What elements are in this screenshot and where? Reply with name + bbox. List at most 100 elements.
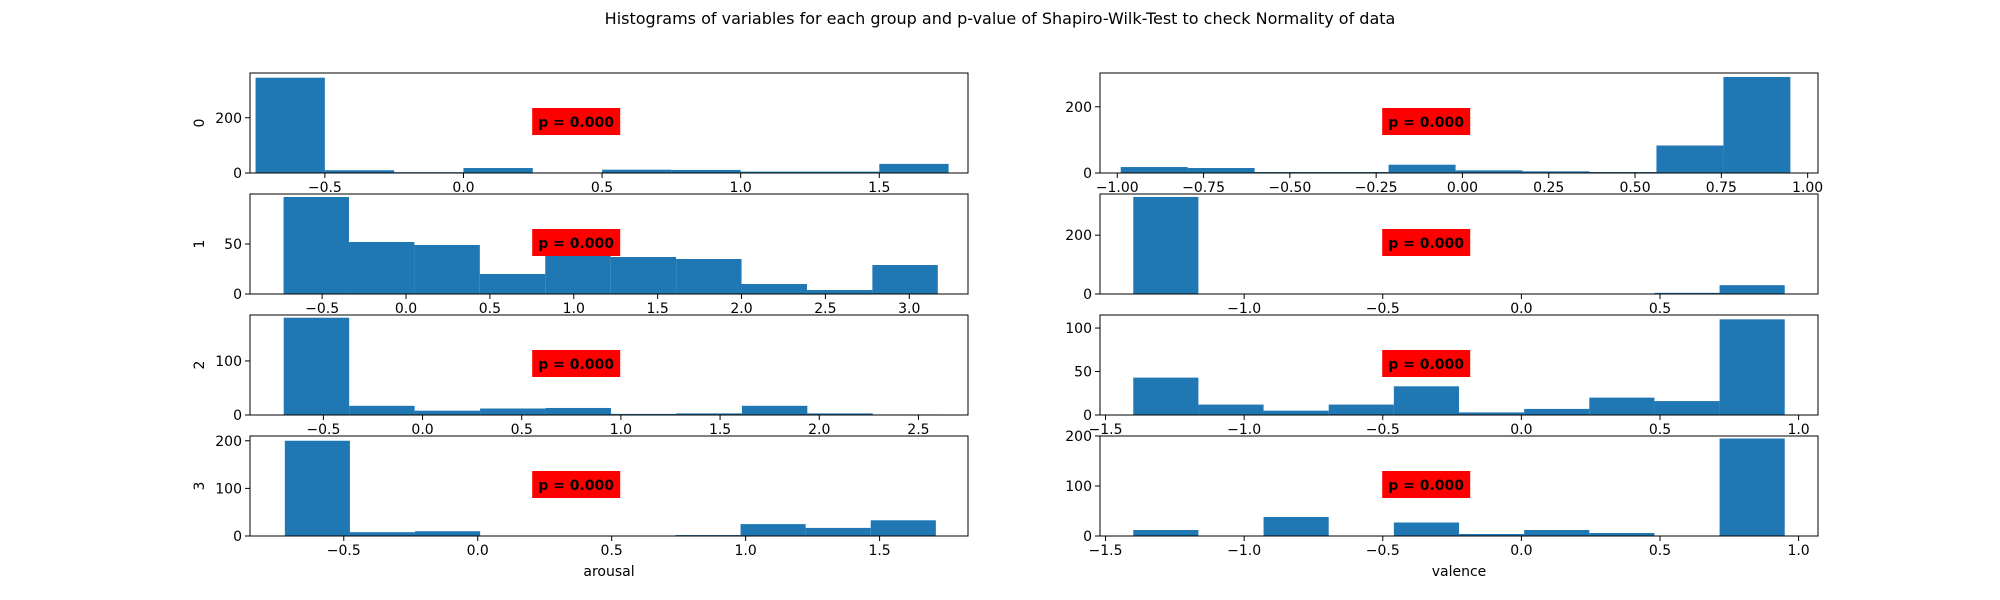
- histogram-bar: [545, 407, 611, 415]
- histogram-bar: [740, 171, 810, 173]
- p-value-text: p = 0.000: [1388, 357, 1464, 373]
- p-value-annotation: p = 0.000: [1382, 350, 1471, 377]
- histogram-bar: [463, 168, 533, 173]
- axes-frame: [1099, 314, 1819, 416]
- histogram-bar: [1198, 404, 1264, 415]
- x-tick-label: 0.5: [601, 543, 623, 559]
- x-tick-label: 0.00: [1447, 180, 1478, 196]
- histogram-bar: [809, 171, 880, 173]
- x-tick-label: 1.00: [1792, 180, 1823, 196]
- y-tick-label: 0: [1083, 529, 1092, 545]
- p-value-annotation: p = 0.000: [532, 350, 621, 377]
- p-value-text: p = 0.000: [538, 115, 614, 131]
- histogram-bar: [1388, 164, 1456, 173]
- y-axis-label: 2: [192, 361, 208, 370]
- histogram-bar: [1120, 167, 1188, 173]
- y-tick-label: 0: [1083, 166, 1092, 182]
- p-value-text: p = 0.000: [1388, 478, 1464, 494]
- y-axis-label: 0: [192, 119, 208, 128]
- histogram-bar: [1719, 438, 1785, 536]
- y-tick-label: 100: [1065, 479, 1092, 495]
- axes-frame: [249, 314, 969, 416]
- x-tick-label: −0.75: [1182, 180, 1225, 196]
- p-value-text: p = 0.000: [538, 478, 614, 494]
- histogram-bar: [1654, 401, 1720, 415]
- histogram-bar: [1133, 530, 1199, 536]
- histogram-bar: [1459, 534, 1525, 536]
- x-tick-label: −1.00: [1096, 180, 1139, 196]
- x-tick-label: −0.5: [308, 180, 342, 196]
- p-value-annotation: p = 0.000: [1382, 471, 1471, 498]
- y-tick-label: 100: [215, 354, 242, 370]
- x-tick-label: −0.5: [1366, 301, 1400, 317]
- histogram-bar: [414, 245, 480, 294]
- x-tick-label: 0.0: [395, 301, 417, 317]
- x-tick-label: −1.0: [1227, 301, 1261, 317]
- p-value-box: [1382, 108, 1471, 135]
- histogram-bar: [806, 290, 873, 294]
- p-value-annotation: p = 0.000: [532, 108, 621, 135]
- histogram-bar: [283, 317, 350, 415]
- p-value-text: p = 0.000: [538, 357, 614, 373]
- p-value-box: [532, 471, 621, 498]
- x-tick-label: −1.5: [1089, 422, 1123, 438]
- x-tick-label: 0.0: [1510, 301, 1532, 317]
- p-value-annotation: p = 0.000: [532, 229, 621, 256]
- x-tick-label: 0.0: [452, 180, 474, 196]
- x-tick-label: −0.5: [305, 301, 339, 317]
- subplot-group-0-arousal: −0.5 0.0 0.5 1.0 1.5 0 200 0 p = 0.000: [192, 72, 969, 196]
- histogram-bar: [676, 413, 742, 415]
- x-tick-label: 0.25: [1533, 180, 1564, 196]
- histogram-bar: [1589, 397, 1655, 415]
- p-value-box: [1382, 229, 1471, 256]
- p-value-text: p = 0.000: [1388, 236, 1464, 252]
- figure-title: Histograms of variables for each group a…: [605, 9, 1396, 28]
- histogram-bar: [414, 410, 481, 415]
- histogram-bar: [284, 440, 350, 536]
- histogram-bar: [1187, 168, 1255, 173]
- histogram-bar: [1654, 292, 1720, 294]
- x-tick-label: −0.5: [306, 422, 340, 438]
- y-tick-label: 0: [233, 529, 242, 545]
- histogram-bar: [1719, 285, 1785, 294]
- histogram-bar: [805, 527, 871, 536]
- y-tick-label: 0: [1083, 408, 1092, 424]
- subplot-group-1-arousal: −0.5 0.0 0.5 1.0 1.5 2.0 2.5 3.0 0 50 1 p = 0.000: [192, 193, 969, 317]
- p-value-text: p = 0.000: [538, 236, 614, 252]
- x-tick-label: 0.5: [591, 180, 613, 196]
- histogram-bar: [602, 169, 672, 173]
- x-tick-label: 0.5: [1649, 422, 1671, 438]
- histogram-bar: [1133, 196, 1199, 294]
- x-tick-label: 3.0: [898, 301, 920, 317]
- y-tick-label: 200: [1065, 228, 1092, 244]
- x-axis-label: arousal: [583, 564, 634, 580]
- x-tick-label: −1.0: [1227, 543, 1261, 559]
- axes-frame: [249, 72, 969, 174]
- y-tick-label: 100: [215, 481, 242, 497]
- x-tick-label: −0.50: [1268, 180, 1311, 196]
- y-tick-label: 0: [233, 166, 242, 182]
- y-tick-label: 100: [1065, 321, 1092, 337]
- histogram-bar: [1263, 410, 1329, 415]
- y-tick-label: 200: [215, 434, 242, 450]
- x-tick-label: 0.5: [511, 422, 533, 438]
- x-tick-label: 1.0: [735, 543, 757, 559]
- histogram-bar: [740, 524, 806, 536]
- histogram-bar: [1393, 386, 1459, 415]
- histogram-bar: [1723, 76, 1791, 173]
- x-tick-label: 1.0: [610, 422, 632, 438]
- histogram-bar: [676, 259, 742, 294]
- subplot-group-2-valence: −1.5 −1.0 −0.5 0.0 0.5 1.0 0 50 100 p = 0.000: [1065, 314, 1819, 438]
- subplot-group-3-arousal: −0.5 0.0 0.5 1.0 1.5 0 100 200 3 arousal p = 0.000: [192, 434, 969, 580]
- histogram-bar: [671, 169, 741, 173]
- x-tick-label: 0.50: [1619, 180, 1650, 196]
- subplot-group-1-valence: −1.0 −0.5 0.0 0.5 0 200 p = 0.000: [1065, 193, 1819, 317]
- x-tick-label: 0.0: [411, 422, 433, 438]
- histogram-bar: [1328, 404, 1394, 415]
- p-value-box: [1382, 471, 1471, 498]
- histogram-bar: [349, 405, 415, 415]
- histogram-bar: [1719, 319, 1785, 415]
- histogram-bar: [415, 531, 481, 536]
